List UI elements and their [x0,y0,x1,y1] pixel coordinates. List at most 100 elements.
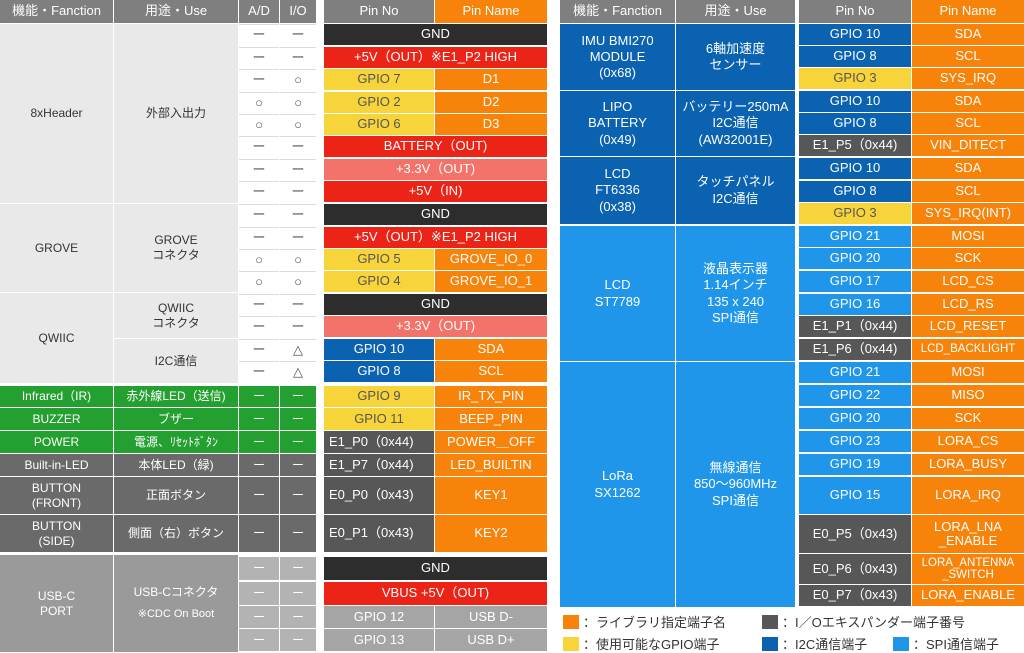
group-power-use: 電源、ﾘｾｯﾄﾎﾞﾀﾝ [114,431,238,453]
ad-mark-circle: ○ [239,114,279,135]
io-mark-circle: ○ [280,69,316,90]
pin-name-d1: D1 [435,69,547,90]
io-mark-circle: ○ [280,114,316,135]
io-mark-dash: ー [280,515,316,552]
pin-qwiic-gpio10: GPIO 10 [324,339,434,360]
pin-lora-gpio19: GPIO 19 [799,454,911,475]
io-mark-dash: ー [280,557,316,580]
pin-gpio7: GPIO 7 [324,69,434,90]
pin-lcd-gpio17: GPIO 17 [799,271,911,292]
pin-lora-gpio21: GPIO 21 [799,362,911,383]
legend-swatch-dark-gray [762,614,778,629]
group-lcd-touch-function: LCD FT6336 (0x38) [560,157,675,224]
pin-lora-gpio23: GPIO 23 [799,431,911,452]
pin-lora-gpio20: GPIO 20 [799,408,911,429]
group-builtin-led-use: 本体LED（緑) [114,454,238,476]
pin-e0p1: E0_P1（0x43) [324,515,434,552]
group-lcd-function: LCD ST7789 [560,226,675,361]
ad-mark-dash: ー [239,557,279,580]
io-mark-dash: ー [280,629,316,651]
pin-gpio2: GPIO 2 [324,92,434,113]
pin-name-qwiic-sda: SDA [435,339,547,360]
io-mark-dash: ー [280,408,316,430]
pin-name-lora-lna-enable: LORA_LNA _ENABLE [912,515,1024,553]
pin-imu-gpio8: GPIO 8 [799,46,911,67]
group-qwiic-use-i2c: I2C通信 [114,339,238,383]
ad-mark-dash: ー [239,606,279,628]
pin-usbc-gnd: GND [324,557,547,580]
io-mark-dash: ー [280,227,316,248]
io-mark-dash: ー [280,316,316,337]
pin-name-d3: D3 [435,114,547,135]
pin-gpio11: GPIO 11 [324,408,434,430]
io-mark-dash: ー [280,294,316,315]
pin-5v-out: +5V（OUT）※E1_P2 HIGH [324,47,547,68]
ad-mark-dash: ー [239,316,279,337]
group-infrared-use: 赤外線LED（送信) [114,386,238,407]
ad-mark-dash: ー [239,47,279,68]
pin-lipo-gpio8: GPIO 8 [799,113,911,134]
group-qwiic-use: QWIIC コネクタ [114,293,238,338]
group-infrared-function: Infrared（IR) [0,386,113,407]
pin-name-lora-sck: SCK [912,408,1024,429]
group-lipo-function: LIPO BATTERY (0x49) [560,91,675,156]
usbc-use-label: USB-Cコネクタ [133,585,219,600]
pin-name-ir-tx: IR_TX_PIN [435,386,547,407]
pin-e1p7: E1_P7（0x44) [324,454,434,476]
ad-mark-dash: ー [239,294,279,315]
group-lora-use: 無線通信 850〜960MHz SPI通信 [676,362,795,607]
pin-name-lipo-sda: SDA [912,91,1024,112]
pin-name-lora-irq: LORA_IRQ [912,477,1024,514]
io-mark-dash: ー [280,386,316,407]
group-imu-use: 6軸加速度 センサー [676,24,795,90]
ad-mark-dash: ー [239,361,279,382]
ad-mark-dash: ー [239,136,279,157]
pin-name-lora-cs: LORA_CS [912,431,1024,452]
group-imu-function: IMU BMI270 MODULE (0x68) [560,24,675,90]
group-button-front-use: 正面ボタン [114,477,238,514]
ad-mark-dash: ー [239,386,279,407]
ad-mark-dash: ー [239,454,279,476]
io-mark-dash: ー [280,136,316,157]
right-header-pin-no: Pin No [799,0,911,23]
io-mark-dash: ー [280,47,316,68]
group-qwiic-function: QWIIC [0,293,113,383]
group-builtin-led-function: Built-in-LED [0,454,113,476]
usbc-cdc-note: ※CDC On Boot [137,608,215,621]
ad-mark-dash: ー [239,181,279,202]
ad-mark-circle: ○ [239,271,279,292]
pin-name-lcd-cs: LCD_CS [912,271,1024,292]
pin-name-usb-dp: USB D+ [435,629,547,651]
pin-lora-gpio22: GPIO 22 [799,385,911,406]
pin-name-usb-dm: USB D- [435,606,547,628]
pin-imu-gpio10: GPIO 10 [799,24,911,45]
pin-gpio13: GPIO 13 [324,629,434,651]
io-mark-dash: ー [280,477,316,514]
group-lipo-use: バッテリー250mA I2C通信 (AW32001E) [676,91,795,156]
pin-gpio4: GPIO 4 [324,271,434,292]
pin-3v3-out: +3.3V（OUT) [324,159,547,180]
pin-name-d2: D2 [435,92,547,113]
header-use: 用途・Use [114,0,238,23]
io-mark-dash: ー [280,181,316,202]
pin-gpio12: GPIO 12 [324,606,434,628]
pin-gpio9: GPIO 9 [324,386,434,407]
legend-library-label: ：ライブラリ指定端子名 [583,615,727,630]
pin-lcd-gpio16: GPIO 16 [799,294,911,315]
pin-grove-gnd: GND [324,204,547,225]
pin-name-sys-irq-int: SYS_IRQ(INT) [912,203,1024,224]
ad-mark-circle: ○ [239,92,279,113]
legend-swatch-spi-blue [893,636,909,651]
group-power-function: POWER [0,431,113,453]
pin-name-lipo-scl: SCL [912,113,1024,134]
io-mark-dash: ー [280,159,316,180]
legend-swatch-yellow [563,636,579,651]
legend-i2c-label: ：I2C通信端子 [782,637,868,652]
group-button-front-function: BUTTON (FRONT) [0,477,113,514]
header-pin-name: Pin Name [435,0,547,23]
legend-gpio: ：使用可能なGPIO端子 [563,634,720,653]
pin-lipo-gpio10: GPIO 10 [799,91,911,112]
legend-spi: ：SPI通信端子 [893,634,999,653]
pin-name-lora-antenna-switch: LORA_ANTENNA _SWITCH [912,554,1024,584]
io-mark-circle: ○ [280,92,316,113]
